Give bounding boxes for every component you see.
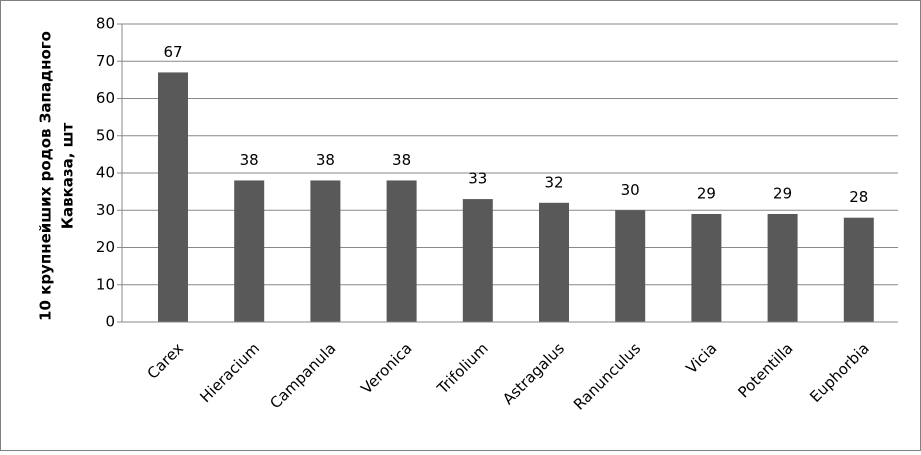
bar — [691, 213, 722, 322]
value-label: 38 — [240, 151, 259, 169]
value-label: 28 — [849, 188, 868, 206]
bar — [310, 180, 341, 322]
value-label: 38 — [316, 151, 335, 169]
bar — [615, 210, 646, 322]
bar — [843, 217, 874, 322]
y-tick-label: 80 — [96, 15, 115, 33]
y-tick-label: 0 — [105, 313, 115, 331]
value-label: 29 — [697, 184, 716, 202]
y-axis-label: 10 крупнейших родов Западного Кавказа, ш… — [37, 31, 77, 321]
y-axis-label-line: Кавказа, шт — [59, 122, 77, 229]
y-tick-label: 20 — [96, 238, 115, 256]
value-label: 33 — [468, 170, 487, 188]
y-tick-label: 50 — [96, 126, 115, 144]
y-tick-label: 70 — [96, 52, 115, 70]
y-tick-label: 40 — [96, 164, 115, 182]
bar — [539, 202, 569, 322]
value-label: 29 — [773, 184, 792, 202]
bar — [462, 199, 493, 322]
bar — [158, 72, 188, 322]
value-label: 30 — [621, 181, 640, 199]
bar — [386, 180, 417, 322]
bar — [767, 213, 798, 322]
value-label: 67 — [163, 43, 182, 61]
y-tick-label: 30 — [96, 201, 115, 219]
bar — [234, 180, 265, 322]
y-tick-label: 10 — [96, 275, 115, 293]
y-axis-label-line: 10 крупнейших родов Западного — [37, 31, 55, 321]
y-tick-label: 60 — [96, 89, 115, 107]
value-label: 32 — [544, 173, 563, 191]
value-label: 38 — [392, 151, 411, 169]
